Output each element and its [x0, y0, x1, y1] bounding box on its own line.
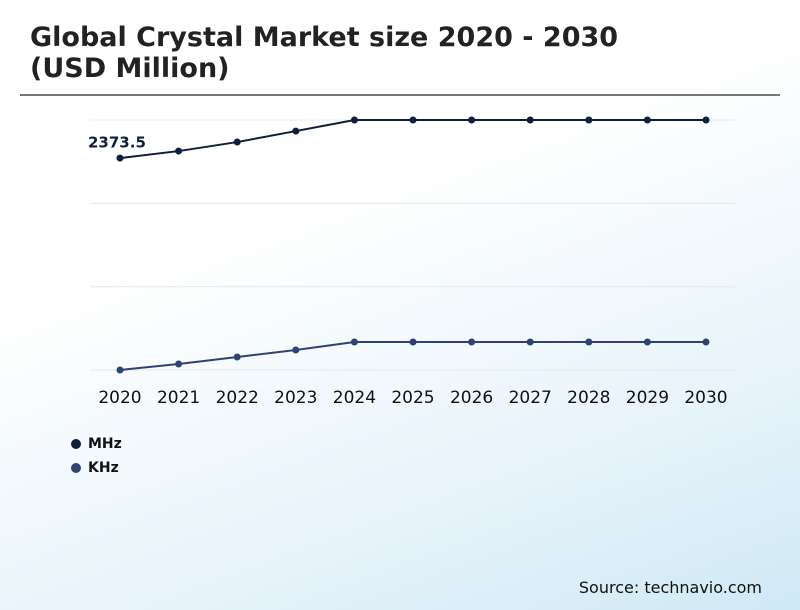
point	[468, 116, 476, 124]
legend-marker	[71, 463, 81, 473]
point	[233, 138, 241, 146]
x-tick-label: 2024	[333, 388, 376, 408]
x-tick-label: 2020	[98, 388, 141, 408]
data-label: 2373.5	[88, 134, 146, 152]
point	[116, 154, 124, 162]
point	[468, 338, 476, 346]
legend-label: KHz	[88, 460, 119, 476]
point	[526, 116, 534, 124]
point	[409, 338, 417, 346]
point	[702, 116, 710, 124]
legend-label: MHz	[88, 436, 122, 452]
point	[116, 366, 124, 374]
point	[292, 127, 300, 135]
x-tick-label: 2025	[391, 388, 434, 408]
point	[585, 116, 593, 124]
point	[175, 360, 183, 368]
chart-title: Global Crystal Market size 2020 - 2030 (…	[30, 22, 619, 84]
x-tick-label: 2030	[684, 388, 727, 408]
point	[702, 338, 710, 346]
point	[350, 338, 358, 346]
series-line	[119, 119, 706, 160]
title-rule	[20, 94, 780, 96]
x-tick-label: 2026	[450, 388, 493, 408]
source: Source: technavio.com	[578, 578, 762, 597]
x-tick-label: 2028	[567, 388, 610, 408]
point	[526, 338, 534, 346]
point	[643, 116, 651, 124]
point	[350, 116, 358, 124]
x-tick-label: 2023	[274, 388, 317, 408]
x-tick-label: 2022	[216, 388, 259, 408]
point	[292, 346, 300, 354]
series-line	[119, 340, 706, 371]
point	[585, 338, 593, 346]
point	[175, 147, 183, 155]
legend-marker	[71, 439, 81, 449]
x-tick-label: 2021	[157, 388, 200, 408]
x-tick-label: 2029	[626, 388, 669, 408]
x-tick-label: 2027	[509, 388, 552, 408]
point	[409, 116, 417, 124]
point	[643, 338, 651, 346]
point	[233, 353, 241, 361]
